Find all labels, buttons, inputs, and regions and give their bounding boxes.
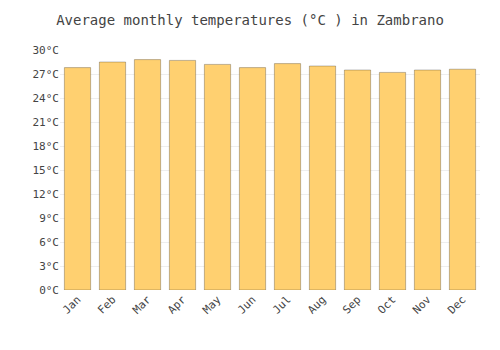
svg-text:Average monthly temperatures (: Average monthly temperatures (°C ) in Za… [56, 12, 444, 28]
svg-text:9°C: 9°C [39, 212, 59, 225]
svg-text:Jun: Jun [235, 293, 258, 316]
svg-text:3°C: 3°C [39, 260, 59, 273]
svg-text:Mar: Mar [130, 293, 154, 317]
svg-text:Jan: Jan [60, 293, 83, 316]
svg-text:30°C: 30°C [33, 44, 60, 57]
svg-text:Sep: Sep [340, 293, 363, 316]
svg-text:Oct: Oct [375, 293, 398, 316]
svg-text:12°C: 12°C [33, 188, 60, 201]
svg-text:6°C: 6°C [39, 236, 59, 249]
svg-text:27°C: 27°C [33, 68, 60, 81]
svg-text:18°C: 18°C [33, 140, 60, 153]
svg-text:Aug: Aug [305, 293, 328, 316]
svg-text:21°C: 21°C [33, 116, 60, 129]
svg-text:24°C: 24°C [33, 92, 60, 105]
svg-text:0°C: 0°C [39, 284, 59, 297]
svg-text:Apr: Apr [165, 293, 189, 317]
svg-text:Nov: Nov [410, 293, 434, 317]
svg-text:Jul: Jul [270, 293, 293, 316]
svg-text:Dec: Dec [445, 293, 468, 316]
svg-text:May: May [200, 293, 224, 317]
svg-text:15°C: 15°C [33, 164, 60, 177]
svg-text:Feb: Feb [95, 293, 118, 316]
